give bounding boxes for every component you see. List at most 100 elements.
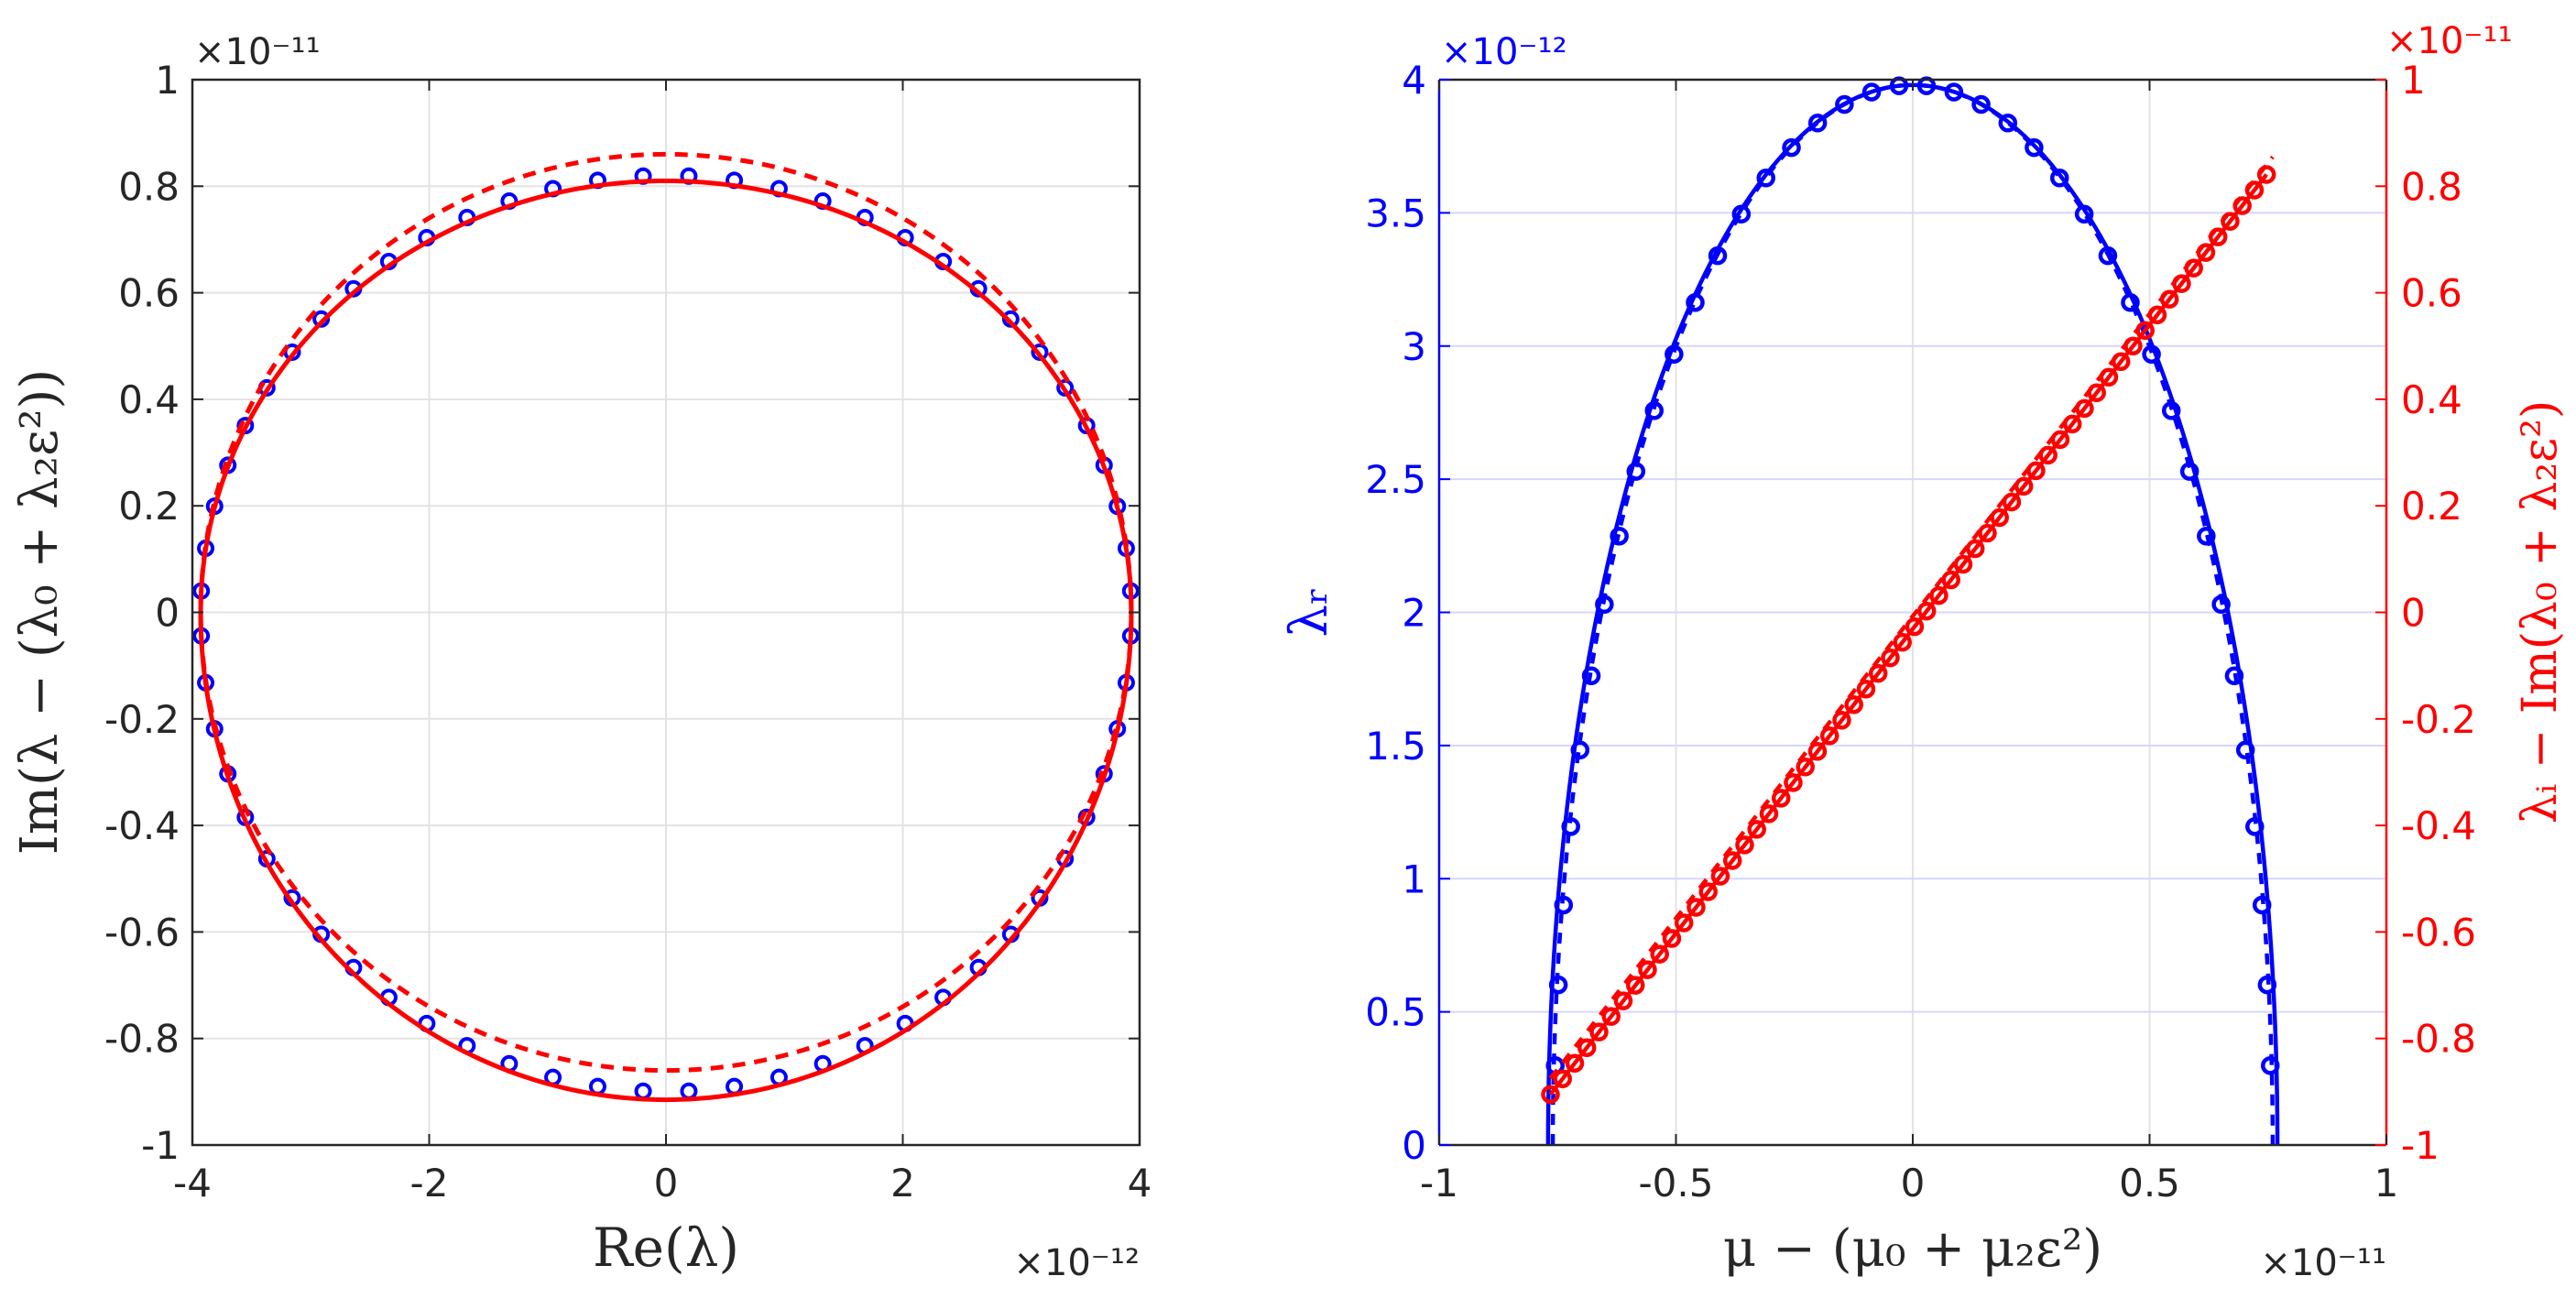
right-x-tick-label: -1 (1420, 1161, 1458, 1205)
right-x-tick-label: 0.5 (2119, 1161, 2180, 1205)
right-lambda-i-point (1601, 1007, 1621, 1026)
right-lambda-i-solid-line (1548, 173, 2268, 1096)
left-data-point (634, 1082, 652, 1100)
right-y-left-tick-label: 3.5 (1365, 191, 1426, 235)
left-grid (192, 80, 1140, 1145)
right-lambda-i-point (1905, 616, 1925, 637)
right-x-tick-label: 1 (2374, 1161, 2399, 1205)
right-lambda-r-point (1944, 82, 1964, 102)
right-lambda-i-point (1759, 804, 1779, 824)
right-lambda-i-point (1916, 601, 1937, 621)
right-y-right-tick-label: 0 (2401, 591, 2426, 636)
left-y-tick-label: 0 (155, 591, 180, 636)
right-y-left-tick-label: 3 (1402, 324, 1426, 369)
left-y-tick-label: 0.2 (118, 484, 180, 529)
right-lambda-i-point (1807, 742, 1828, 761)
right-y-left-tick-label: 2.5 (1365, 457, 1426, 502)
right-lambda-i-point (1771, 789, 1791, 808)
right-lambda-r-point (1807, 114, 1828, 133)
right-y-right-tick-label: -1 (2401, 1123, 2440, 1168)
right-y-left-tick-label: 4 (1402, 58, 1426, 103)
right-x-label: μ − (μ₀ + μ₂ε²) (1723, 1219, 2102, 1279)
right-grid (1439, 80, 2386, 1145)
right-lambda-i-point (1722, 851, 1742, 870)
left-y-label: Im(λ − (λ₀ + λ₂ε²)) (10, 369, 70, 856)
right-y-right-tick-label: 0.6 (2401, 271, 2462, 316)
right-y-right-tick-label: 0.2 (2401, 484, 2462, 529)
right-lambda-i-point (1638, 960, 1657, 979)
right-lambda-i-point (1819, 726, 1839, 746)
right-lambda-i-point (1832, 710, 1851, 730)
right-y-right-tick-label: 0.4 (2401, 377, 2462, 422)
right-lambda-r-point (1861, 82, 1882, 102)
right-lambda-i-point (1735, 835, 1754, 855)
left-y-tick-label: 0.8 (118, 164, 180, 209)
left-y-tick-label: -0.6 (104, 910, 180, 954)
right-lambda-i-point (1589, 1022, 1609, 1042)
right-lambda-i-point (1844, 694, 1863, 714)
left-y-tick-label: 1 (155, 58, 180, 103)
right-lambda-r-point (2025, 137, 2044, 158)
right-x-multiplier: ×10⁻¹¹ (2260, 1242, 2386, 1284)
left-x-tick-label: -2 (410, 1161, 449, 1205)
left-x-tick-label: -4 (173, 1161, 212, 1205)
right-lambda-r-point (1782, 137, 1801, 158)
right-lambda-i-point (1881, 648, 1900, 668)
left-y-tick-label: -0.2 (104, 697, 180, 742)
left-dashed-curve (198, 151, 1134, 1074)
left-chart: -4 -2 0 2 4-1-0.8-0.6-0.4-0.200.20.40.60.81 … (10, 31, 1152, 1284)
right-lambda-i-point (1868, 663, 1888, 683)
left-ticks: -4 -2 0 2 4 -1 -0.8 -0.6 -0.4 -0.2 0 0.2 0.4 0.6 0.8 1 (104, 58, 1152, 1205)
left-y-tick-label: 0.4 (118, 377, 180, 422)
left-y-tick-label: -0.8 (104, 1017, 180, 1062)
right-lambda-i-point (1650, 944, 1669, 964)
right-lambda-i-point (1565, 1053, 1585, 1073)
right-y-left-multiplier: ×10⁻¹² (1441, 31, 1567, 73)
right-y-left-tick-label: 2 (1402, 591, 1426, 636)
right-chart: -1 -0.5 0 0.5 1 0 0.5 1 1.5 2 2.5 3 3.5 4 -1 -0.8 -0.6 -0… (1280, 20, 2568, 1284)
right-y-right-label: λᵢ − Im(λ₀ + λ₂ε²) (2513, 400, 2568, 824)
right-lambda-i-point (1686, 898, 1706, 917)
right-lambda-r-point (1610, 526, 1629, 546)
left-x-label: Re(λ) (593, 1216, 739, 1279)
right-lambda-i-point (1553, 1069, 1572, 1088)
right-x-tick-label: 0 (1901, 1161, 1926, 1205)
right-lambda-i-point (1698, 882, 1718, 901)
right-lambda-i-point (1613, 991, 1633, 1010)
right-lambda-i-point (1541, 1085, 1560, 1105)
right-y-left-tick-label: 0.5 (1365, 990, 1426, 1035)
right-y-right-tick-label: 1 (2401, 58, 2426, 103)
left-x-tick-label: 4 (1128, 1161, 1152, 1205)
right-lambda-r-point (1835, 94, 1854, 115)
right-lambda-i-point (1784, 773, 1803, 792)
left-x-tick-label: 2 (890, 1161, 915, 1205)
right-lambda-i-point (1625, 976, 1645, 995)
right-y-left-label: λᵣ (1280, 587, 1339, 638)
left-data-point (680, 1082, 698, 1100)
right-lambda-i-point (1577, 1038, 1597, 1057)
left-y-tick-label: -1 (141, 1123, 180, 1168)
right-lambda-r-point (1998, 114, 2018, 133)
right-lambda-r-point (2050, 169, 2069, 188)
left-data-point (1031, 343, 1049, 361)
right-lambda-i-point (1710, 867, 1730, 886)
right-y-left-tick-label: 1 (1402, 856, 1426, 901)
right-y-right-tick-label: -0.2 (2401, 697, 2476, 742)
right-y-right-tick-label: -0.4 (2401, 803, 2476, 848)
right-y-right-multiplier: ×10⁻¹¹ (2386, 20, 2513, 62)
left-x-tick-label: 0 (654, 1161, 679, 1205)
left-y-tick-label: -0.4 (104, 803, 180, 848)
right-y-left-tick-label: 0 (1402, 1123, 1426, 1168)
right-y-right-tick-label: -0.6 (2401, 910, 2476, 954)
right-lambda-r-point (1756, 169, 1775, 188)
right-lambda-i-point (1662, 929, 1682, 948)
right-lambda-r-dashed-curve (1550, 82, 2276, 1146)
right-lambda-i-point (1674, 913, 1694, 933)
right-lambda-i-point (1747, 820, 1766, 839)
right-y-left-tick-label: 1.5 (1365, 724, 1426, 769)
right-x-tick-label: -0.5 (1639, 1161, 1714, 1205)
right-lambda-i-point (1893, 632, 1912, 652)
right-lambda-i-dashed-line (1548, 155, 2275, 1080)
right-ticks: -1 -0.5 0 0.5 1 0 0.5 1 1.5 2 2.5 3 3.5 4 -1 -0.8 -0.6 -0… (1365, 58, 2476, 1205)
